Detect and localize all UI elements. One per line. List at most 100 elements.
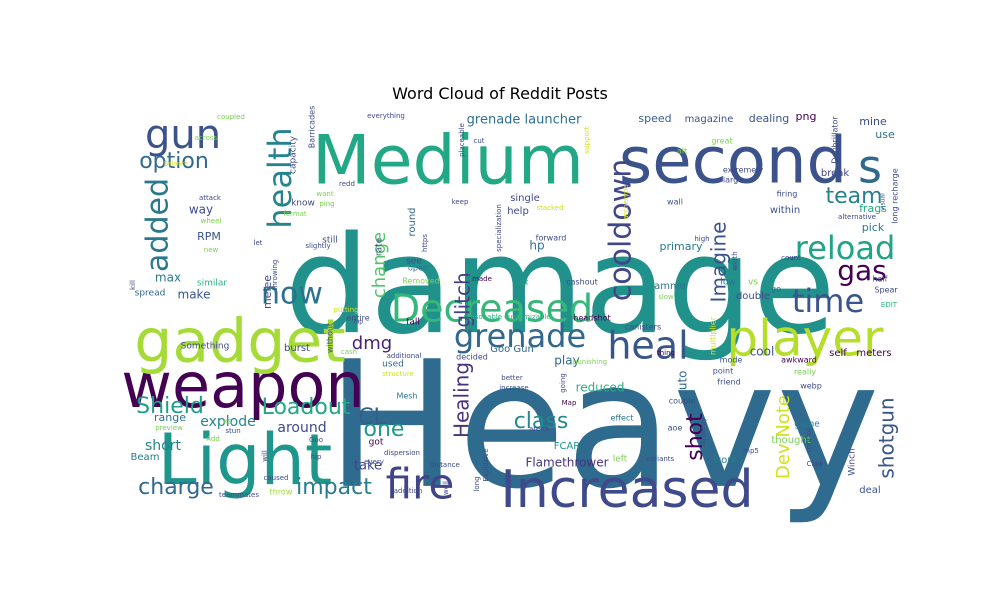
cloud-word: take <box>354 459 382 474</box>
cloud-word: width <box>731 251 739 270</box>
cloud-word: extremely <box>723 166 764 175</box>
cloud-word: way <box>189 203 213 217</box>
cloud-word: self <box>829 348 847 359</box>
cloud-word: long <box>473 476 481 491</box>
cloud-word: support <box>583 126 591 153</box>
cloud-word: gadget <box>134 307 345 377</box>
cloud-word: made <box>472 275 492 283</box>
cloud-word: distance <box>430 461 460 469</box>
cloud-word: great <box>711 137 732 146</box>
cloud-word: Tap <box>352 319 363 326</box>
cloud-word: half <box>872 275 887 284</box>
cloud-word: RPM <box>197 230 221 243</box>
cloud-word: Flamethrower <box>525 456 608 470</box>
cloud-word: cash <box>341 348 357 356</box>
cloud-word: ping <box>319 200 334 208</box>
cloud-word: Loadout <box>262 395 351 420</box>
cloud-word: Heavy <box>326 325 880 528</box>
cloud-word: putting <box>333 306 358 314</box>
cloud-word: https <box>421 234 429 252</box>
cloud-word: Healing <box>450 362 474 438</box>
cloud-word: thought <box>771 435 810 446</box>
cloud-word: explode <box>200 414 256 430</box>
cloud-word: alt <box>677 147 687 156</box>
cloud-word: mp5 <box>743 447 759 455</box>
cloud-word: work <box>713 455 737 466</box>
cloud-word: Light <box>158 419 333 501</box>
cloud-word: low <box>720 278 735 288</box>
cloud-word: damage <box>284 207 835 364</box>
cloud-word: across <box>195 134 218 142</box>
cloud-word: keep <box>452 198 469 206</box>
cloud-word: headshot <box>573 314 610 323</box>
cloud-word: high <box>694 235 709 243</box>
cloud-word: Claw <box>807 460 824 468</box>
cloud-word: burst <box>284 343 310 354</box>
cloud-word: spread <box>135 289 166 299</box>
cloud-word: want <box>316 190 333 198</box>
cloud-word: see <box>406 257 422 267</box>
cloud-word: weapon <box>121 349 364 422</box>
cloud-word: Mesh <box>396 392 417 401</box>
cloud-word: max <box>155 271 181 285</box>
cloud-word: control <box>805 429 813 453</box>
cloud-word: change <box>369 232 390 298</box>
cloud-word: let <box>254 239 263 247</box>
cloud-word: multiplier <box>709 316 718 355</box>
cloud-word: deal <box>859 485 880 496</box>
cloud-word: Balance <box>164 161 188 168</box>
cloud-word: Goo Gun <box>490 344 534 355</box>
cloud-word: shot <box>683 413 708 461</box>
cloud-word: Map <box>562 399 577 407</box>
cloud-word: cool <box>750 345 775 359</box>
cloud-word: going <box>559 373 567 393</box>
cloud-word: now <box>261 277 323 312</box>
cloud-word: throwing <box>271 260 279 291</box>
cloud-word: double <box>736 291 770 302</box>
cloud-word: melee <box>261 275 274 309</box>
cloud-word: short <box>145 438 181 454</box>
cloud-word: team <box>825 184 882 209</box>
cloud-word: know <box>291 199 315 209</box>
cloud-word: decided <box>456 353 488 362</box>
cloud-word: magazine <box>685 114 734 125</box>
cloud-word: Explosive <box>482 448 490 481</box>
cloud-word: within <box>770 205 800 216</box>
cloud-word: capacity <box>289 135 299 174</box>
cloud-word: new <box>204 246 219 254</box>
cloud-word: long recharge <box>891 168 900 223</box>
cloud-word: coupled <box>217 113 245 121</box>
cloud-word: every <box>364 458 384 466</box>
cloud-word: hp <box>529 239 544 253</box>
cloud-word: throw <box>270 488 293 497</box>
chart-title: Word Cloud of Reddit Posts <box>392 84 608 103</box>
cloud-word: preview <box>155 424 183 432</box>
cloud-word: caused <box>264 474 289 482</box>
cloud-word: still <box>322 236 338 246</box>
cloud-word: Something <box>181 342 230 352</box>
cloud-word: play <box>554 354 579 368</box>
cloud-word: large <box>723 176 743 185</box>
cloud-word: glitch <box>451 272 475 327</box>
cloud-word: charge <box>138 475 214 500</box>
cloud-word: alternative <box>838 213 876 221</box>
cloud-word: firing <box>777 190 798 199</box>
cloud-word: speed <box>638 112 671 125</box>
cloud-word: Medium <box>312 122 584 201</box>
cloud-word: well <box>442 481 450 495</box>
cloud-word: class <box>514 409 569 434</box>
cloud-word: Defibrillator <box>831 116 840 164</box>
cloud-word: second <box>619 125 847 199</box>
cloud-word: grenade <box>454 317 586 355</box>
cloud-word: additional <box>387 352 422 360</box>
cloud-word: impact <box>296 475 372 500</box>
cloud-word: one <box>364 417 405 442</box>
cloud-word: punishing <box>573 358 607 366</box>
cloud-word: Winch <box>848 448 858 476</box>
cloud-word: similar <box>197 279 227 289</box>
cloud-word: Spear <box>874 286 898 295</box>
cloud-word: added <box>141 178 176 272</box>
cloud-word: dispersion <box>384 449 420 457</box>
cloud-word: format <box>283 210 307 218</box>
cloud-word: Shield <box>136 394 204 419</box>
